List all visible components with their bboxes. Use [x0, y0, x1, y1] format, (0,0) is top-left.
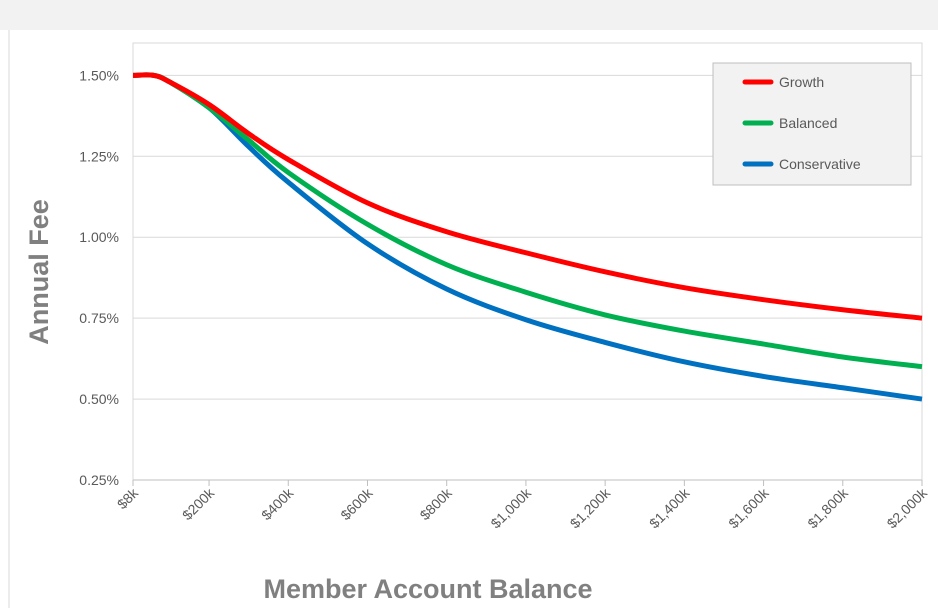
y-axis-title: Annual Fee	[24, 199, 54, 345]
y-tick-label: 1.00%	[79, 229, 119, 245]
x-tick-label: $1,000k	[487, 484, 534, 531]
x-tick-label: $1,600k	[725, 484, 772, 531]
x-tick-label: $8k	[114, 484, 142, 512]
x-tick-label: $1,400k	[646, 484, 693, 531]
x-axis-title: Member Account Balance	[263, 574, 592, 604]
x-tick-label: $400k	[258, 484, 297, 523]
series-line	[132, 72, 923, 321]
legend-label: Growth	[779, 74, 824, 90]
x-tick-label: $800k	[417, 484, 456, 523]
x-tick-label: $1,800k	[804, 484, 851, 531]
y-tick-label: 0.50%	[79, 391, 119, 407]
x-tick-label: $600k	[337, 484, 376, 523]
legend-label: Conservative	[779, 156, 861, 172]
y-tick-label: 0.75%	[79, 310, 119, 326]
y-tick-label: 1.50%	[79, 67, 119, 83]
x-tick-label: $2,000k	[884, 484, 931, 531]
x-tick-label: $200k	[179, 484, 218, 523]
x-tick-label: $1,200k	[567, 484, 614, 531]
top-band	[0, 0, 938, 30]
legend-label: Balanced	[779, 115, 837, 131]
y-tick-label: 0.25%	[79, 472, 119, 488]
y-tick-label: 1.25%	[79, 148, 119, 164]
